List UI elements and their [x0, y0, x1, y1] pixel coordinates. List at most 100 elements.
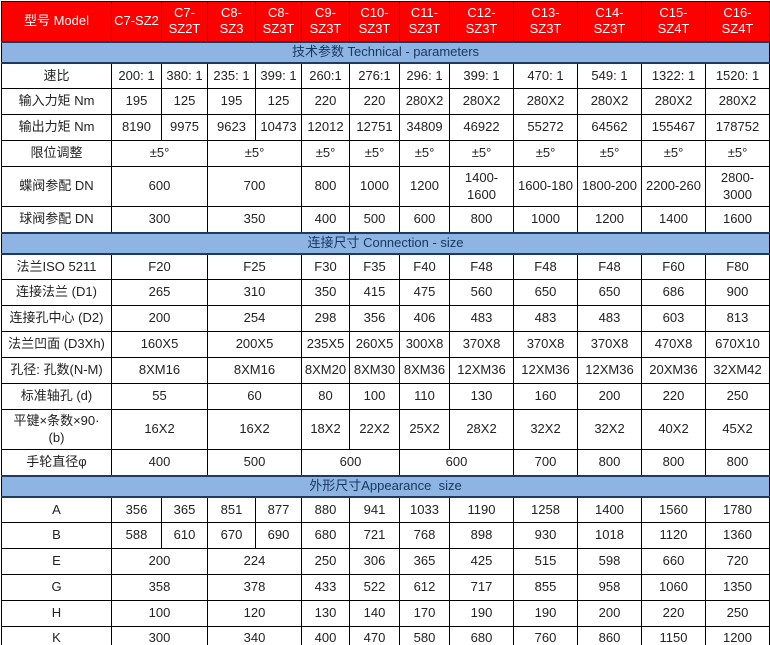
spec-row: 孔径: 孔数(N-M) 8XM16 8XM16 8XM20 8XM30 8XM36 12XM…	[1, 357, 770, 384]
model-column-header: C11- SZ3T	[399, 1, 450, 42]
spec-cell: 306	[349, 548, 400, 575]
spec-cell: 300X8	[399, 331, 450, 358]
section-title: 连接尺寸 Connection - size	[1, 231, 770, 255]
spec-row: B 588 610 670 690 680 721 768 898 930 1018 1120 1360	[1, 522, 770, 549]
spec-cell: 365	[399, 548, 450, 575]
model-column-header: C8- SZ3T	[255, 1, 302, 42]
spec-cell: 650	[577, 279, 642, 306]
spec-cell: 600	[399, 206, 450, 233]
spec-row: 限位调整 ±5° ±5° ±5° ±5° ±5° ±5° ±5° ±5° ±5° ±5°	[1, 140, 770, 167]
spec-cell: 2800- 3000	[705, 166, 770, 207]
spec-cell: 160	[513, 383, 578, 410]
spec-cell: 340	[207, 626, 302, 645]
spec-cell: 720	[705, 548, 770, 575]
spec-cell: F60	[641, 253, 706, 280]
spec-cell: 900	[705, 279, 770, 306]
spec-cell: 717	[449, 574, 514, 601]
spec-cell: 32X2	[513, 409, 578, 450]
spec-cell: 280X2	[705, 88, 770, 115]
spec-cell: 8190	[111, 114, 162, 141]
spec-cell: 800	[449, 206, 514, 233]
spec-cell: 190	[449, 600, 514, 627]
spec-cell: 9975	[161, 114, 208, 141]
spec-cell: 760	[513, 626, 578, 645]
spec-cell: 235X5	[301, 331, 350, 358]
spec-cell: 470X8	[641, 331, 706, 358]
spec-cell: 200	[577, 600, 642, 627]
spec-cell: 880	[301, 496, 350, 523]
spec-cell: 400	[301, 626, 350, 645]
spec-cell: 8XM16	[207, 357, 302, 384]
spec-row: 法兰ISO 5211 F20 F25 F30 F35 F40 F48 F48 F48 F60 F80	[1, 253, 770, 280]
spec-cell: F30	[301, 253, 350, 280]
spec-cell: 8XM36	[399, 357, 450, 384]
spec-cell: 55	[111, 383, 208, 410]
row-label: A	[1, 496, 112, 523]
spec-cell: 600	[301, 449, 400, 476]
spec-row: 输入力矩 Nm 195 125 195 125 220 220 280X2 280X2 280X2…	[1, 88, 770, 115]
spec-cell: 1800-200	[577, 166, 642, 207]
spec-row: 输出力矩 Nm 8190 9975 9623 10473 12012 12751 34809 4…	[1, 114, 770, 141]
spec-cell: 877	[255, 496, 302, 523]
row-label: 输出力矩 Nm	[1, 114, 112, 141]
spec-cell: 560	[449, 279, 514, 306]
row-label: B	[1, 522, 112, 549]
spec-cell: 8XM30	[349, 357, 400, 384]
spec-cell: 280X2	[641, 88, 706, 115]
spec-cell: 660	[641, 548, 706, 575]
spec-cell: ±5°	[577, 140, 642, 167]
spec-cell: 100	[111, 600, 208, 627]
spec-cell: 250	[705, 600, 770, 627]
spec-cell: 32XM42	[705, 357, 770, 384]
spec-cell: 280X2	[399, 88, 450, 115]
spec-cell: 80	[301, 383, 350, 410]
model-header-row: 型号 Model C7-SZ2 C7- SZ2T C8-SZ3 C8- SZ3T C9- …	[1, 1, 770, 42]
spec-cell: 12751	[349, 114, 400, 141]
spec-cell: 1060	[641, 574, 706, 601]
model-column-header: C12-SZ3T	[449, 1, 514, 42]
spec-cell: 700	[207, 166, 302, 207]
spec-row: 平键×条数×90· (b) 16X2 16X2 18X2 22X2 25X2 28X2 32X…	[1, 409, 770, 450]
spec-row: K 300 340 400 470 580 680 760 860 1150 1200	[1, 626, 770, 645]
spec-cell: 700	[513, 449, 578, 476]
spec-row: G 358 378 433 522 612 717 855 958 1060 1350	[1, 574, 770, 601]
spec-cell: 1600	[705, 206, 770, 233]
spec-cell: F80	[705, 253, 770, 280]
spec-cell: 28X2	[449, 409, 514, 450]
spec-cell: ±5°	[641, 140, 706, 167]
spec-cell: 2200-260	[641, 166, 706, 207]
spec-cell: 130	[301, 600, 350, 627]
spec-cell: 1200	[577, 206, 642, 233]
spec-cell: 110	[399, 383, 450, 410]
spec-cell: F48	[449, 253, 514, 280]
row-label: 限位调整	[1, 140, 112, 167]
spec-row: 法兰凹面 (D3Xh) 160X5 200X5 235X5 260X5 300X8 370X…	[1, 331, 770, 358]
spec-cell: 378	[207, 574, 302, 601]
model-column-header: C8-SZ3	[207, 1, 256, 42]
model-column-header: C14-SZ3T	[577, 1, 642, 42]
row-label: H	[1, 600, 112, 627]
row-label: 输入力矩 Nm	[1, 88, 112, 115]
spec-row: 连接法兰 (D1) 265 310 350 415 475 560 650 650 686 900	[1, 279, 770, 306]
spec-cell: 406	[399, 305, 450, 332]
spec-cell: F25	[207, 253, 302, 280]
spec-cell: 120	[207, 600, 302, 627]
spec-cell: 425	[449, 548, 514, 575]
spec-cell: 612	[399, 574, 450, 601]
spec-cell: 45X2	[705, 409, 770, 450]
spec-cell: 1400	[641, 206, 706, 233]
spec-cell: 1000	[349, 166, 400, 207]
spec-cell: 25X2	[399, 409, 450, 450]
row-label: 球阀参配 DN	[1, 206, 112, 233]
spec-cell: 1190	[449, 496, 514, 523]
spec-cell: ±5°	[513, 140, 578, 167]
spec-cell: 1150	[641, 626, 706, 645]
spec-cell: 483	[577, 305, 642, 332]
spec-cell: 55272	[513, 114, 578, 141]
spec-cell: 12XM36	[513, 357, 578, 384]
spec-cell: 8XM16	[111, 357, 208, 384]
spec-cell: 1560	[641, 496, 706, 523]
row-label: 法兰ISO 5211	[1, 253, 112, 280]
